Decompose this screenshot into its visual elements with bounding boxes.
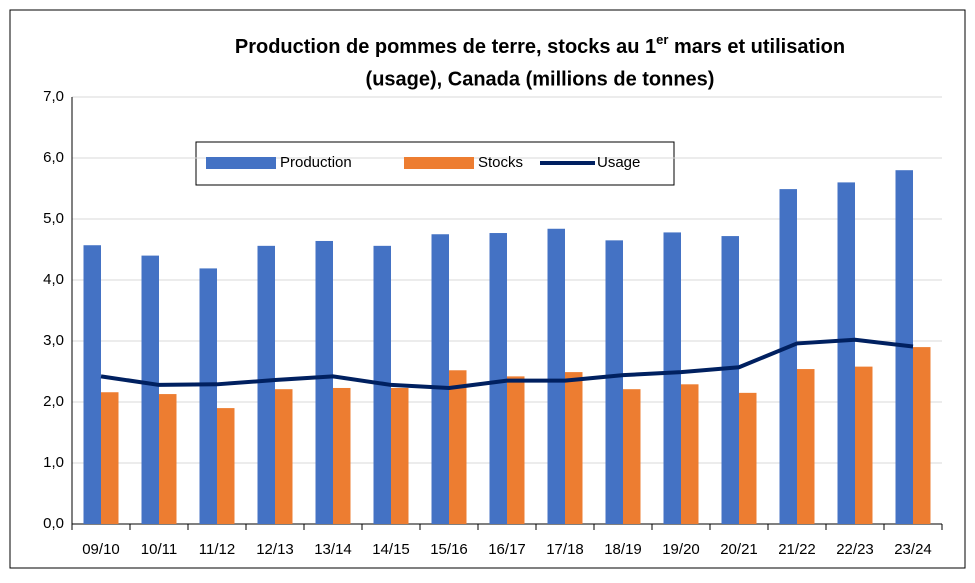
legend-label: Usage [597, 154, 640, 171]
x-tick-label: 13/14 [314, 541, 352, 558]
bar [797, 369, 815, 524]
bar [779, 189, 797, 525]
y-tick-label: 2,0 [43, 393, 64, 410]
bar [623, 389, 641, 524]
y-tick-label: 6,0 [43, 149, 64, 166]
legend-label: Production [280, 154, 352, 171]
bar [275, 389, 293, 524]
bar [565, 372, 583, 524]
bar [547, 228, 565, 524]
bar [913, 347, 931, 524]
bar [855, 366, 873, 524]
x-tick-label: 12/13 [256, 541, 294, 558]
bar [605, 240, 623, 524]
bar [739, 392, 757, 524]
x-tick-label: 19/20 [662, 541, 700, 558]
x-tick-label: 22/23 [836, 541, 874, 558]
y-tick-label: 5,0 [43, 210, 64, 227]
y-tick-label: 4,0 [43, 271, 64, 288]
bar [141, 255, 159, 524]
bar [101, 392, 119, 524]
bar [837, 182, 855, 524]
chart-title: Production de pommes de terre, stocks au… [235, 32, 845, 58]
x-tick-label: 14/15 [372, 541, 410, 558]
bar [257, 245, 275, 524]
chart-title: (usage), Canada (millions de tonnes) [366, 68, 715, 90]
y-tick-label: 0,0 [43, 515, 64, 532]
bar [681, 384, 699, 524]
x-tick-label: 17/18 [546, 541, 584, 558]
y-tick-label: 1,0 [43, 454, 64, 471]
legend-swatch [206, 157, 276, 169]
bar [449, 370, 467, 524]
title-superscript: er [656, 32, 668, 47]
x-tick-label: 09/10 [82, 541, 120, 558]
x-tick-label: 15/16 [430, 541, 468, 558]
bar [315, 240, 333, 524]
x-tick-label: 21/22 [778, 541, 816, 558]
line [100, 337, 914, 390]
bar [489, 233, 507, 524]
x-tick-label: 11/12 [199, 541, 235, 558]
bar [199, 268, 217, 524]
title-part: mars et utilisation [668, 36, 845, 58]
bar [159, 394, 177, 524]
bar [663, 232, 681, 525]
y-tick-label: 7,0 [43, 88, 64, 105]
bar [721, 236, 739, 524]
x-tick-label: 18/19 [604, 541, 642, 558]
title-part: Production de pommes de terre, stocks au… [235, 36, 656, 58]
x-tick-label: 10/11 [141, 541, 177, 558]
bar [391, 387, 409, 524]
bar [507, 376, 525, 524]
bar [83, 245, 101, 525]
bar [431, 234, 449, 524]
bar [333, 387, 351, 524]
x-tick-label: 23/24 [894, 541, 932, 558]
x-tick-label: 16/17 [488, 541, 526, 558]
legend-label: Stocks [478, 154, 523, 171]
legend-swatch [404, 157, 474, 169]
y-tick-label: 3,0 [43, 332, 64, 349]
bar [217, 408, 235, 524]
x-tick-label: 20/21 [720, 541, 758, 558]
